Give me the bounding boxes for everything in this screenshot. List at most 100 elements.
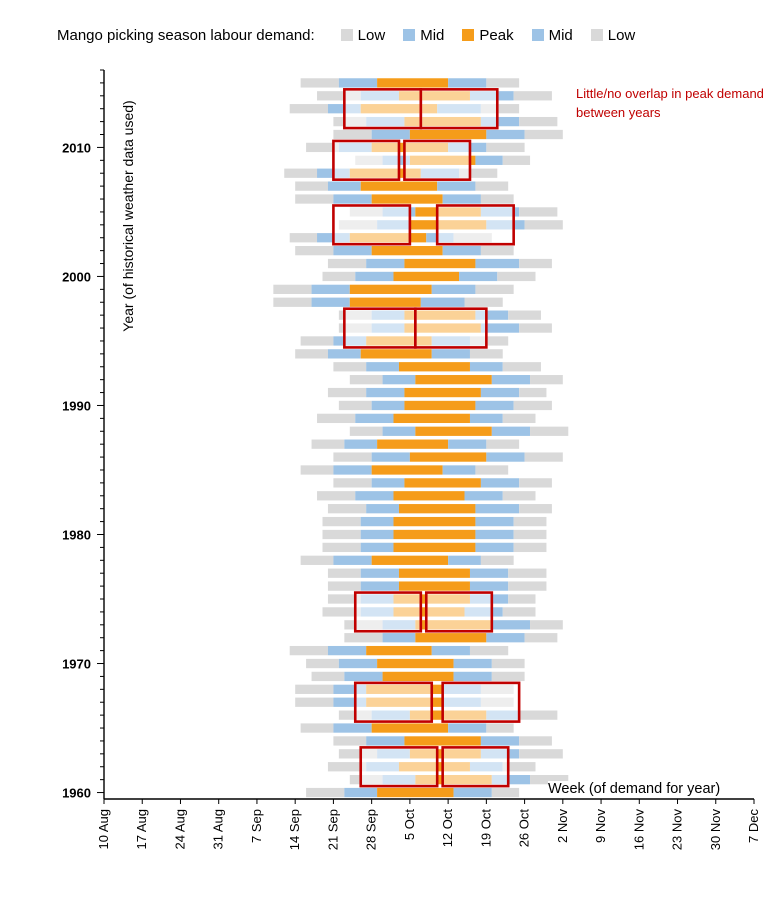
bar-low-end-1988 xyxy=(530,426,569,436)
legend-label: Mid xyxy=(548,26,573,44)
x-tick-label: 17 Aug xyxy=(134,809,149,850)
bar-mid-start-1965 xyxy=(333,723,372,733)
y-tick-label-layer: 1960 1970 1980 1990 2000 2010 xyxy=(62,140,91,800)
bar-low-end-1975 xyxy=(508,594,536,604)
bar-low-start-2006 xyxy=(295,194,334,204)
bar-peak-1994 xyxy=(360,349,432,359)
bar-peak-2015 xyxy=(377,78,449,88)
bar-low-end-1978 xyxy=(480,555,514,565)
bar-low-start-2013 xyxy=(289,104,328,114)
y-tick-label: 1960 xyxy=(62,786,91,801)
x-tick-label: 31 Aug xyxy=(211,809,226,850)
bar-mid-end-1980 xyxy=(475,529,514,540)
bar-low-start-2007 xyxy=(295,181,328,191)
bar-low-start-1993 xyxy=(333,362,367,372)
bar-mid-start-1989 xyxy=(355,413,394,424)
highlight-box xyxy=(435,204,515,246)
bar-low-end-2012 xyxy=(519,116,558,127)
bar-peak-1992 xyxy=(415,375,492,385)
x-tick-label: 19 Oct xyxy=(478,809,493,848)
bar-mid-start-1964 xyxy=(366,736,405,746)
bar-mid-end-1964 xyxy=(480,736,520,746)
bar-low-end-1970 xyxy=(491,658,525,669)
bar-low-start-1986 xyxy=(333,452,372,462)
bar-mid-start-1977 xyxy=(360,568,399,578)
bar-mid-end-1996 xyxy=(480,323,520,333)
bar-mid-end-1973 xyxy=(491,620,531,630)
bar-peak-2007 xyxy=(360,181,438,191)
highlight-box xyxy=(414,307,488,349)
bar-low-start-1983 xyxy=(317,491,356,501)
bar-low-end-2010 xyxy=(486,142,525,153)
bar-low-end-1966 xyxy=(519,710,558,720)
bar-low-end-1965 xyxy=(486,723,514,733)
bar-low-start-1995 xyxy=(300,336,334,346)
bar-mid-start-1994 xyxy=(327,349,361,359)
highlight-box xyxy=(441,681,521,723)
bar-peak-1983 xyxy=(393,491,465,501)
legend-label: Peak xyxy=(479,26,514,44)
bar-low-end-1994 xyxy=(469,349,503,359)
bar-low-end-2011 xyxy=(524,129,563,140)
bar-mid-end-1997 xyxy=(475,310,509,320)
bar-mid-start-1993 xyxy=(366,362,399,372)
bar-mid-end-1998 xyxy=(420,297,465,307)
bar-low-start-1998 xyxy=(273,297,312,307)
bar-mid-start-1984 xyxy=(371,478,405,488)
bar-peak-1972 xyxy=(415,633,487,643)
bar-mid-end-1977 xyxy=(469,568,509,578)
bar-low-end-1979 xyxy=(513,542,547,553)
legend-label: Mid xyxy=(420,26,445,44)
legend-item: Mid xyxy=(531,26,573,44)
x-tick-label: 9 Nov xyxy=(593,809,608,843)
bar-low-start-1981 xyxy=(322,516,361,527)
bar-low-start-1988 xyxy=(349,426,383,436)
bar-peak-2000 xyxy=(393,271,460,282)
bar-peak-1965 xyxy=(371,723,449,733)
bar-mid-end-1981 xyxy=(475,516,514,527)
bar-low-end-1976 xyxy=(508,581,547,591)
legend-item: Low xyxy=(590,27,635,44)
bar-low-start-1962 xyxy=(327,762,367,772)
bar-peak-1987 xyxy=(377,439,449,449)
bar-low-end-1981 xyxy=(513,516,547,527)
bar-mid-start-2006 xyxy=(333,194,372,204)
bar-low-start-1971 xyxy=(289,645,328,656)
bar-mid-end-1978 xyxy=(448,555,481,565)
bar-mid-end-1991 xyxy=(480,387,520,398)
bar-mid-end-1988 xyxy=(491,426,531,436)
bar-low-start-2014 xyxy=(317,91,361,101)
bar-low-start-1963 xyxy=(338,749,378,759)
bar-low-start-1968 xyxy=(295,684,334,694)
x-tick-label: 5 Oct xyxy=(402,809,417,840)
bar-mid-end-1993 xyxy=(469,362,503,372)
bar-mid-end-1990 xyxy=(475,400,514,411)
bar-low-start-1976 xyxy=(327,581,361,591)
bar-peak-1979 xyxy=(393,542,476,553)
bar-mid-start-1970 xyxy=(338,658,378,669)
chart-title: Mango picking season labour demand: xyxy=(57,26,315,44)
x-tick-label: 24 Aug xyxy=(172,809,187,850)
highlight-box xyxy=(353,681,434,723)
x-tick-label: 23 Nov xyxy=(670,809,685,851)
bar-low-start-1978 xyxy=(300,555,334,565)
bar-low-end-1984 xyxy=(519,478,552,488)
bar-mid-start-1991 xyxy=(366,387,405,398)
bar-peak-1960 xyxy=(377,787,454,798)
x-tick-label: 7 Sep xyxy=(249,809,264,843)
bar-mid-start-1985 xyxy=(333,465,372,475)
bar-mid-end-2007 xyxy=(437,181,476,191)
bar-peak-1969 xyxy=(382,671,454,682)
bar-low-end-1989 xyxy=(502,413,536,424)
bar-low-end-1997 xyxy=(508,310,541,320)
bar-low-end-1990 xyxy=(513,400,552,411)
bar-mid-end-1994 xyxy=(431,349,470,359)
legend-swatch xyxy=(590,29,603,41)
bar-mid-start-2000 xyxy=(355,271,394,282)
bar-mid-end-2000 xyxy=(459,271,498,282)
y-tick-label: 2010 xyxy=(62,140,91,155)
bar-low-end-1964 xyxy=(519,736,552,746)
bar-mid-start-1972 xyxy=(382,633,416,643)
bar-mid-start-1982 xyxy=(366,504,399,514)
bar-mid-end-1983 xyxy=(464,491,503,501)
